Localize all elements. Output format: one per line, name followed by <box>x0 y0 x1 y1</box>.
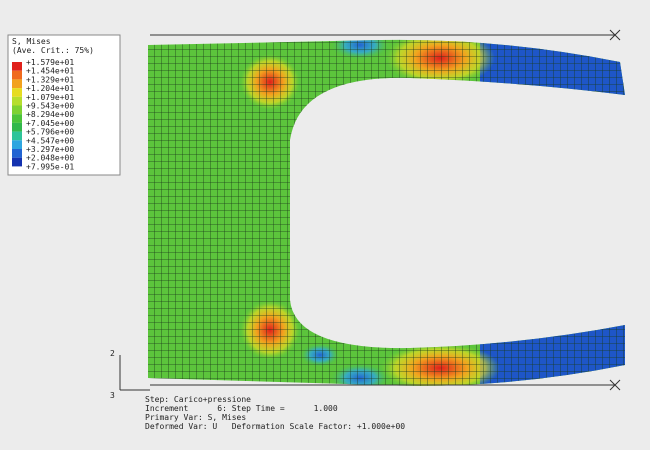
legend-title: S, Mises <box>12 37 51 46</box>
legend-label: +1.579e+01 <box>26 58 74 67</box>
legend-swatch <box>12 105 22 115</box>
legend-swatch <box>12 157 22 167</box>
triad-y: 2 <box>110 349 115 358</box>
legend-label: +9.543e+00 <box>26 102 74 111</box>
legend-swatch <box>12 96 22 106</box>
legend-label: +2.048e+00 <box>26 154 74 163</box>
legend-swatch <box>12 88 22 97</box>
legend-label: +1.454e+01 <box>26 67 74 76</box>
legend-swatch <box>12 62 22 71</box>
mesh-part <box>148 39 625 386</box>
info-line: Primary Var: S, Mises <box>145 413 246 422</box>
info-line: Step: Carico+pressione <box>145 395 251 404</box>
legend-box <box>7 34 121 176</box>
legend-label: +3.297e+00 <box>26 145 74 154</box>
legend-label: +1.079e+01 <box>26 93 74 102</box>
triad-z: 3 <box>110 391 115 400</box>
legend-label: +4.547e+00 <box>26 136 74 145</box>
legend-label: +5.796e+00 <box>26 128 74 137</box>
legend-swatch <box>12 79 22 89</box>
legend-swatch <box>12 140 22 149</box>
legend-subtitle: (Ave. Crit.: 75%) <box>12 46 94 55</box>
legend-label: +1.204e+01 <box>26 84 74 93</box>
info-line: Deformed Var: U Deformation Scale Factor… <box>145 422 405 431</box>
legend-label: +7.045e+00 <box>26 119 74 128</box>
legend-swatch <box>12 149 22 158</box>
guides <box>119 29 621 391</box>
legend-label: +1.329e+01 <box>26 75 74 84</box>
legend-label: +7.995e-01 <box>26 162 74 171</box>
legend-swatch <box>12 122 22 132</box>
legend: +1.579e+01+1.454e+01+1.329e+01+1.204e+01… <box>12 58 74 171</box>
info-line: Increment 6: Step Time = 1.000 <box>145 404 338 413</box>
legend-swatch <box>12 131 22 141</box>
legend-label: +8.294e+00 <box>26 110 74 119</box>
legend-swatch <box>12 70 22 80</box>
legend-swatch <box>12 114 22 123</box>
